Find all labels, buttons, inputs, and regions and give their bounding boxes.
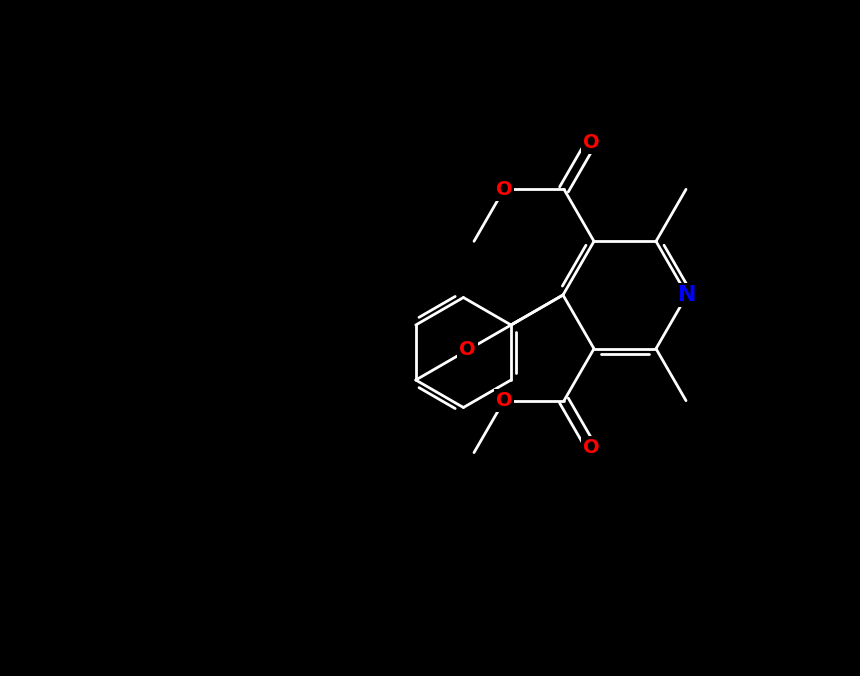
Text: O: O: [583, 133, 599, 152]
Text: O: O: [583, 438, 599, 457]
Text: O: O: [495, 391, 513, 410]
Text: O: O: [459, 341, 476, 360]
Text: O: O: [495, 180, 513, 199]
Text: N: N: [678, 285, 697, 305]
